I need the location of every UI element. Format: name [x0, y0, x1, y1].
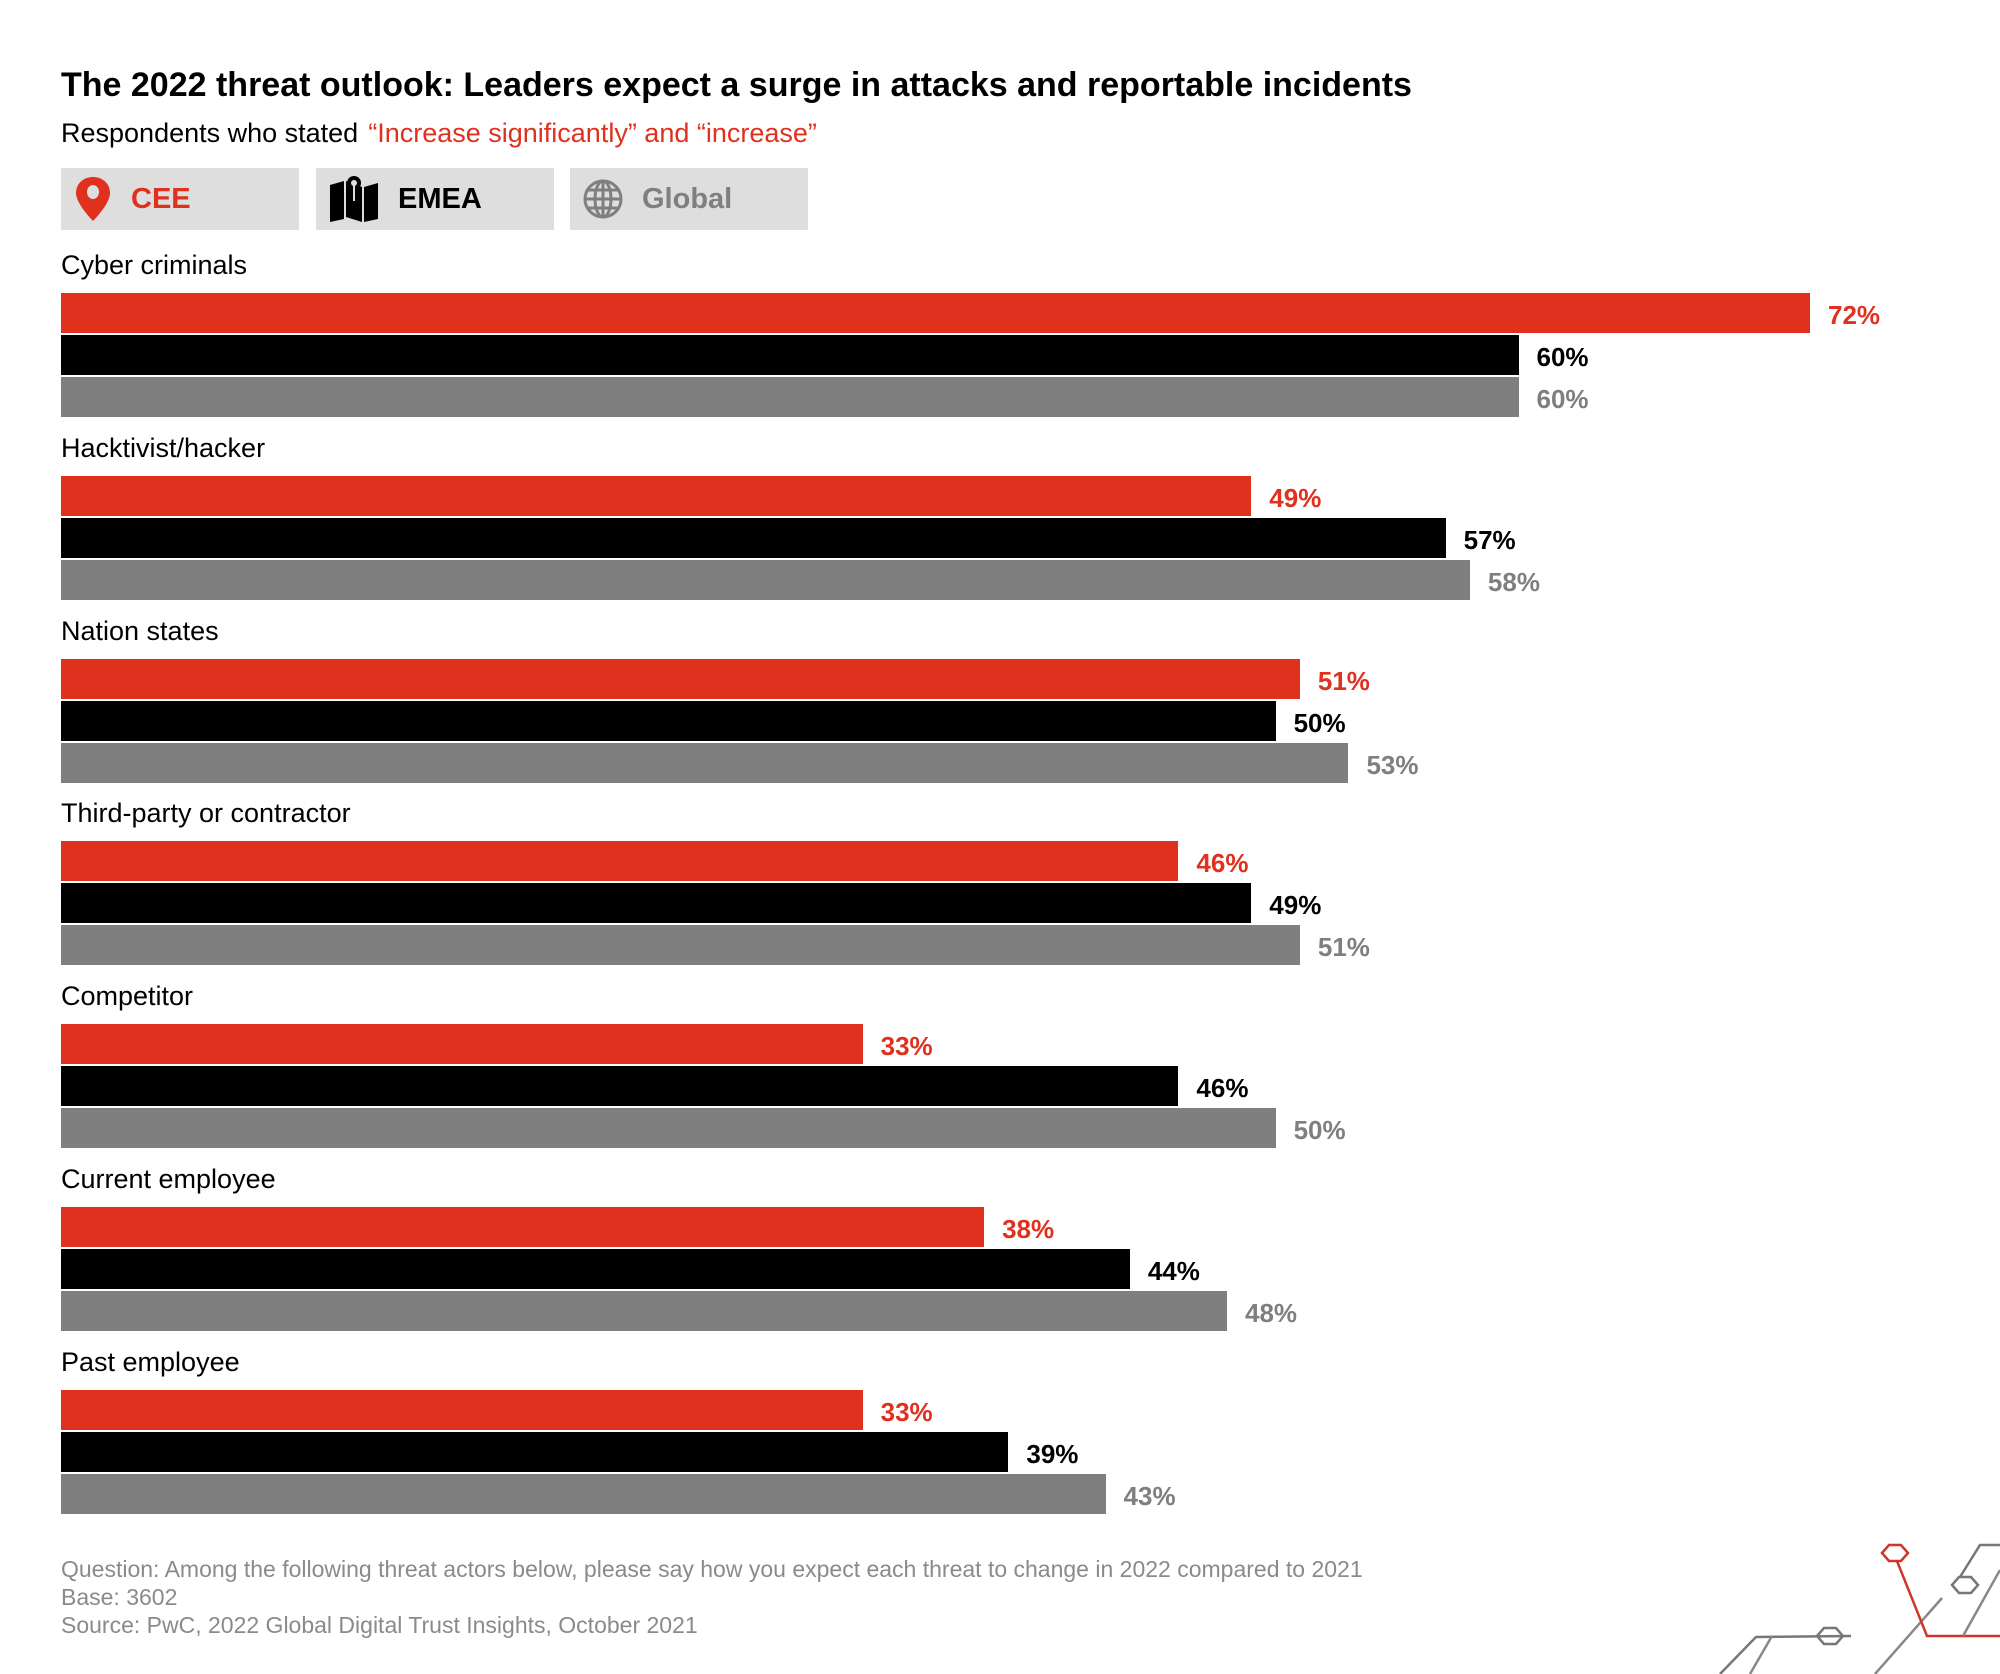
chart-subtitle: Respondents who stated “Increase signific… [61, 118, 817, 149]
data-label: 51% [1317, 665, 1370, 696]
category-label: Nation states [61, 615, 219, 646]
bar-cee [61, 1024, 863, 1065]
bar-cee [61, 1389, 863, 1430]
bar-global [61, 1473, 1106, 1514]
category-label: Hacktivist/hacker [61, 432, 266, 463]
category-label: Current employee [61, 1164, 276, 1194]
category-label: Past employee [61, 1346, 240, 1377]
data-label: 33% [880, 1031, 933, 1062]
bar-global [61, 1291, 1227, 1331]
bar-global [61, 377, 1519, 417]
globe-icon [583, 179, 623, 219]
data-label: 44% [1147, 1256, 1200, 1286]
bar-cee [61, 475, 1252, 516]
bar-emea [61, 335, 1519, 375]
bar-cee [61, 658, 1300, 699]
data-label: 49% [1269, 890, 1322, 921]
data-label: 50% [1293, 707, 1346, 738]
data-label: 39% [1026, 1438, 1079, 1469]
legend-label: CEE [131, 182, 191, 215]
bar-cee [61, 841, 1179, 882]
data-label: 57% [1463, 524, 1516, 555]
legend-item-emea: EMEA [316, 168, 554, 230]
data-label: 43% [1123, 1480, 1176, 1511]
bar-global [61, 1108, 1276, 1149]
category-label: Third-party or contractor [61, 798, 351, 829]
legend-label: EMEA [398, 182, 482, 215]
data-label: 53% [1366, 749, 1419, 780]
bar-global [61, 742, 1349, 783]
bar-emea [61, 883, 1252, 924]
data-label: 46% [1196, 848, 1249, 879]
chart-title: The 2022 threat outlook: Leaders expect … [61, 66, 1412, 104]
subtitle-prefix: Respondents who stated [61, 118, 359, 148]
legend-item-cee: CEE [61, 168, 299, 230]
map-pin-icon [76, 177, 110, 221]
bar-cee [61, 293, 1810, 333]
footer-base: Base: 3602 [61, 1584, 178, 1610]
data-label: 33% [880, 1396, 933, 1427]
data-label: 50% [1293, 1115, 1346, 1146]
data-label: 38% [1002, 1214, 1055, 1244]
category-label: Competitor [61, 981, 194, 1012]
bar-emea [61, 1066, 1179, 1107]
data-label: 60% [1536, 384, 1589, 414]
data-label: 58% [1487, 566, 1540, 597]
footer-source: Source: PwC, 2022 Global Digital Trust I… [61, 1612, 698, 1638]
legend-label: Global [642, 182, 733, 215]
legend-item-global: Global [570, 168, 808, 230]
category-label: Cyber criminals [61, 250, 248, 280]
data-label: 46% [1196, 1073, 1249, 1104]
data-label: 72% [1828, 300, 1881, 330]
data-label: 49% [1269, 482, 1322, 513]
bar-emea [61, 1249, 1130, 1289]
decorative-circuit-graphic [1719, 1543, 2000, 1674]
bar-cee [61, 1207, 985, 1247]
map-icon [330, 176, 378, 222]
data-label: 51% [1317, 932, 1370, 963]
bar-emea [61, 700, 1276, 741]
bar-emea [61, 517, 1446, 558]
data-label: 60% [1536, 342, 1589, 372]
bar-global [61, 925, 1300, 966]
subtitle-highlight: “Increase significantly” and “increase” [368, 118, 817, 148]
footer-question: Question: Among the following threat act… [61, 1556, 1363, 1582]
bar-global [61, 559, 1470, 600]
data-label: 48% [1245, 1298, 1298, 1328]
bar-emea [61, 1431, 1009, 1472]
